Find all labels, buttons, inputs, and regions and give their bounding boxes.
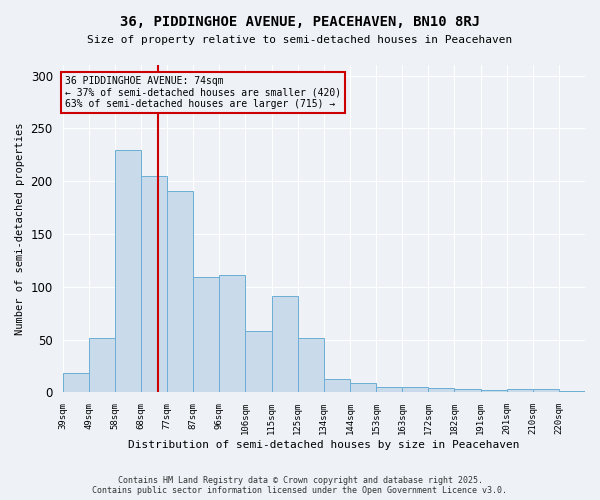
- Bar: [245, 331, 272, 392]
- Bar: [324, 378, 350, 392]
- Bar: [376, 387, 402, 392]
- Bar: [62, 374, 89, 392]
- Bar: [193, 278, 219, 392]
- Bar: [428, 388, 454, 392]
- Text: Size of property relative to semi-detached houses in Peacehaven: Size of property relative to semi-detach…: [88, 35, 512, 45]
- Bar: [219, 275, 245, 392]
- Bar: [167, 190, 193, 392]
- Bar: [89, 338, 115, 392]
- Bar: [481, 390, 506, 392]
- Y-axis label: Number of semi-detached properties: Number of semi-detached properties: [15, 122, 25, 335]
- Text: 36, PIDDINGHOE AVENUE, PEACEHAVEN, BN10 8RJ: 36, PIDDINGHOE AVENUE, PEACEHAVEN, BN10 …: [120, 15, 480, 29]
- Bar: [402, 387, 428, 392]
- Bar: [506, 390, 533, 392]
- X-axis label: Distribution of semi-detached houses by size in Peacehaven: Distribution of semi-detached houses by …: [128, 440, 520, 450]
- Bar: [533, 390, 559, 392]
- Text: Contains HM Land Registry data © Crown copyright and database right 2025.
Contai: Contains HM Land Registry data © Crown c…: [92, 476, 508, 495]
- Text: 36 PIDDINGHOE AVENUE: 74sqm
← 37% of semi-detached houses are smaller (420)
63% : 36 PIDDINGHOE AVENUE: 74sqm ← 37% of sem…: [65, 76, 341, 109]
- Bar: [298, 338, 324, 392]
- Bar: [454, 390, 481, 392]
- Bar: [115, 150, 141, 392]
- Bar: [141, 176, 167, 392]
- Bar: [272, 296, 298, 392]
- Bar: [350, 383, 376, 392]
